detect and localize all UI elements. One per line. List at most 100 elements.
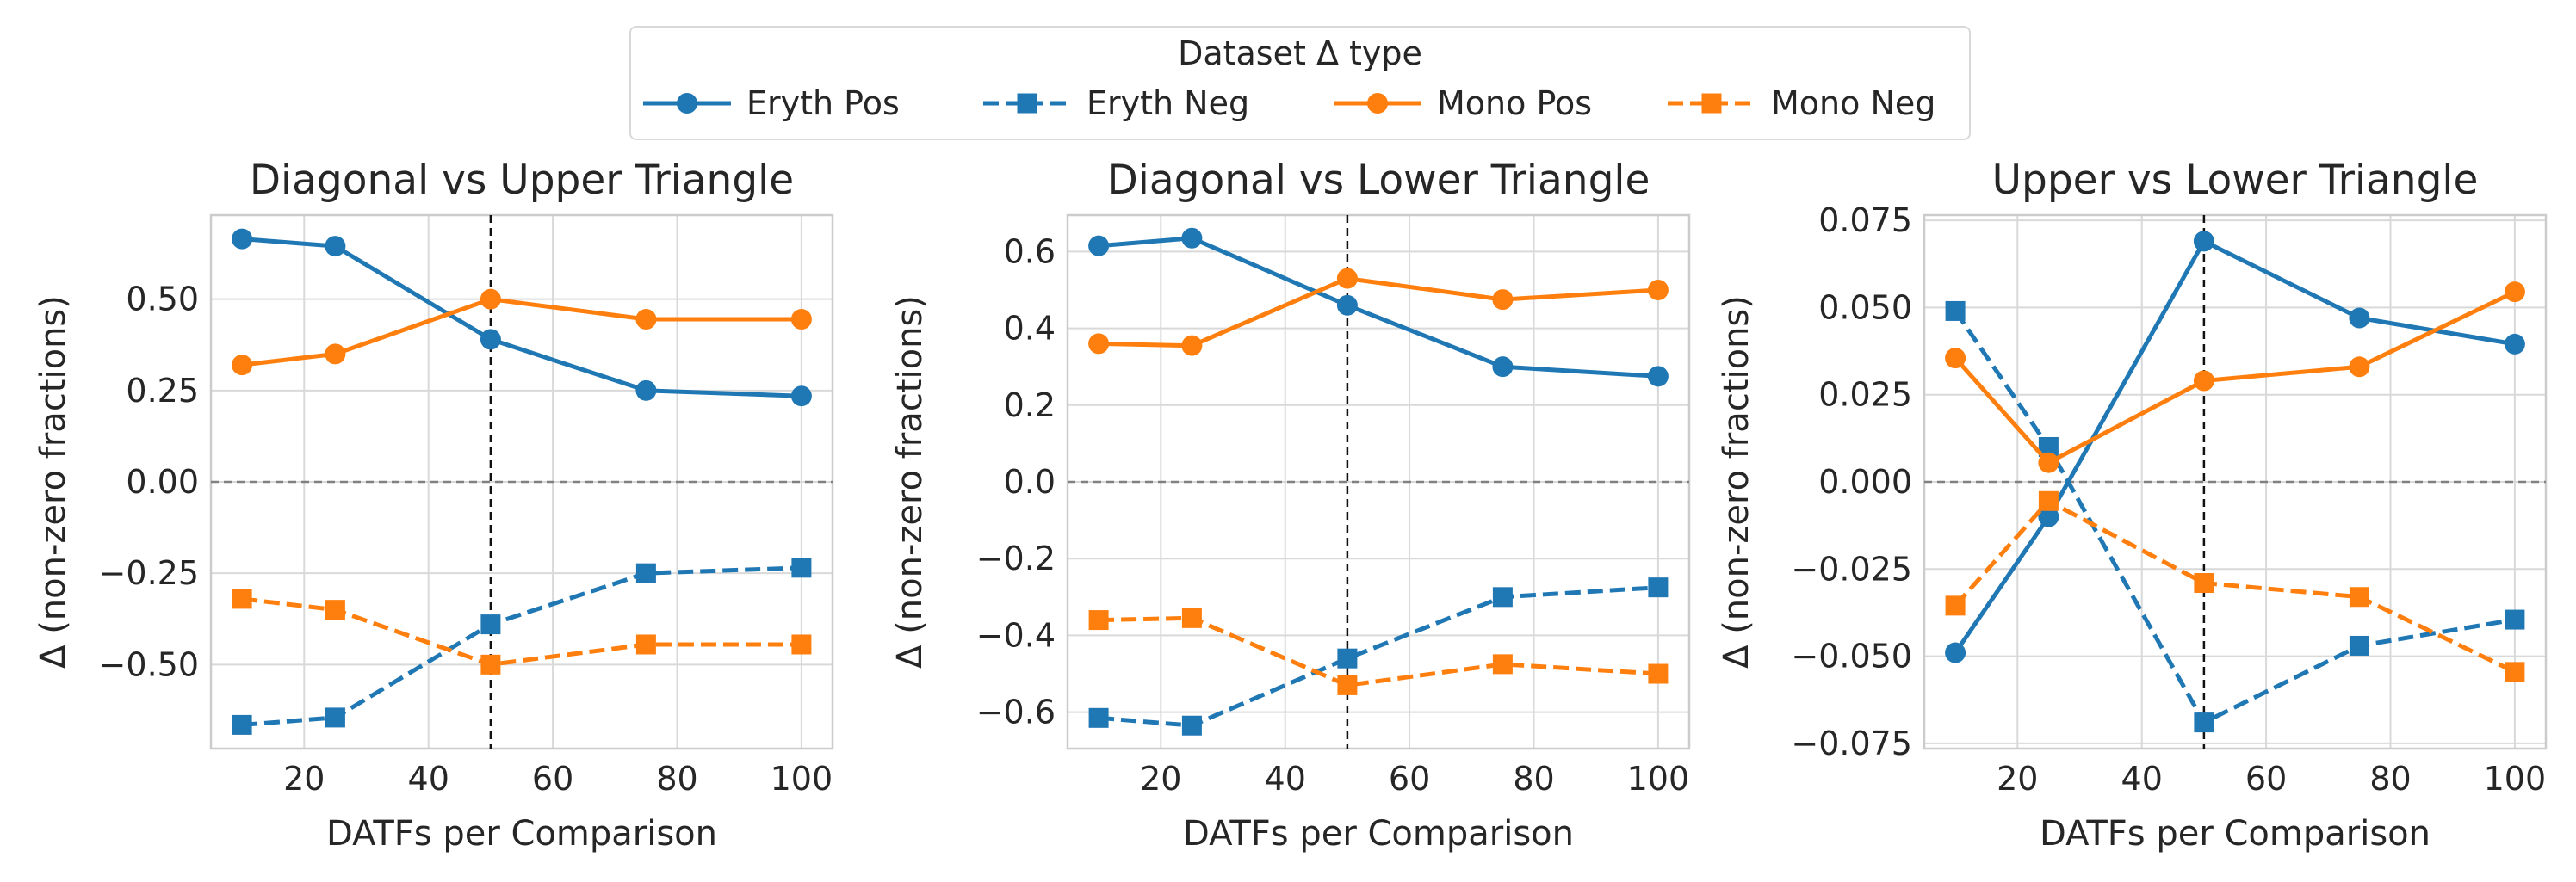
data-point-eryth-neg bbox=[2194, 712, 2214, 733]
x-tick-label: 60 bbox=[2245, 760, 2287, 798]
x-tick-label: 100 bbox=[1627, 760, 1690, 798]
y-tick-label: −0.6 bbox=[976, 694, 1056, 731]
series-line-mono-pos bbox=[1954, 289, 2516, 466]
y-tick-label: 0.6 bbox=[1004, 232, 1056, 270]
legend-label: Eryth Neg bbox=[1087, 84, 1250, 122]
x-axis-label: DATFs per Comparison bbox=[326, 814, 717, 854]
data-point-mono-neg bbox=[2038, 490, 2059, 511]
legend-label: Mono Neg bbox=[1771, 84, 1936, 122]
legend-swatch-marker bbox=[1367, 93, 1388, 114]
legend-swatch-mono-pos bbox=[1334, 93, 1421, 114]
data-point-eryth-neg bbox=[2349, 635, 2369, 656]
data-point-eryth-pos bbox=[1088, 235, 1110, 256]
chart-title: Upper vs Lower Triangle bbox=[1992, 157, 2479, 204]
x-tick-label: 60 bbox=[1389, 760, 1430, 798]
data-point-eryth-pos bbox=[1492, 356, 1514, 378]
data-point-eryth-pos bbox=[232, 228, 253, 250]
data-point-mono-neg bbox=[325, 600, 345, 620]
data-point-eryth-pos bbox=[480, 329, 501, 350]
legend-swatch-eryth-neg bbox=[983, 93, 1071, 114]
series-line-eryth-neg bbox=[241, 565, 802, 727]
data-point-mono-neg bbox=[2349, 587, 2369, 608]
series-eryth-neg bbox=[1945, 300, 2525, 733]
y-tick-label: −0.25 bbox=[99, 554, 199, 592]
x-axis-label: DATFs per Comparison bbox=[2040, 814, 2430, 854]
data-point-eryth-pos bbox=[1945, 642, 1966, 663]
legend-swatch-eryth-pos bbox=[643, 93, 731, 114]
y-tick-label: 0.2 bbox=[1004, 386, 1056, 424]
data-point-mono-pos bbox=[635, 309, 657, 330]
y-tick-label: −0.4 bbox=[976, 616, 1056, 654]
data-point-mono-pos bbox=[2504, 281, 2525, 303]
y-axis-label: Δ (non-zero fractions) bbox=[34, 295, 73, 669]
data-point-mono-pos bbox=[325, 343, 346, 365]
data-point-mono-neg bbox=[635, 634, 656, 655]
chart-title: Diagonal vs Lower Triangle bbox=[1107, 157, 1650, 204]
data-point-eryth-neg bbox=[1648, 577, 1669, 598]
series-eryth-pos bbox=[1945, 231, 2525, 663]
series-mono-pos bbox=[232, 288, 812, 376]
series-mono-pos bbox=[1945, 281, 2525, 473]
data-point-eryth-pos bbox=[790, 385, 812, 407]
y-tick-label: −0.075 bbox=[1791, 725, 1912, 762]
data-point-mono-pos bbox=[2038, 452, 2059, 473]
y-tick-label: −0.025 bbox=[1791, 550, 1912, 588]
y-axis-label: Δ (non-zero fractions) bbox=[890, 295, 930, 669]
data-point-eryth-neg bbox=[635, 563, 656, 583]
data-point-mono-pos bbox=[1088, 333, 1110, 355]
data-point-mono-neg bbox=[1945, 595, 1966, 616]
series-line-mono-neg bbox=[1099, 615, 1659, 688]
data-point-mono-pos bbox=[1945, 348, 1966, 369]
data-point-eryth-pos bbox=[1181, 227, 1203, 249]
series-mono-neg bbox=[232, 589, 812, 675]
legend-entry-eryth-neg: Eryth Neg bbox=[980, 81, 1249, 126]
y-tick-label: 0.4 bbox=[1004, 310, 1056, 348]
series-line-eryth-neg bbox=[1098, 585, 1659, 728]
data-point-eryth-pos bbox=[1336, 294, 1358, 316]
x-tick-label: 20 bbox=[283, 760, 325, 798]
data-point-eryth-neg bbox=[791, 558, 812, 578]
legend-swatch-marker bbox=[1701, 93, 1722, 114]
chart-panel-1: 20 40 60 80 100 −0.50 −0.25 0.00 0.25 0.50 Diagona… bbox=[34, 157, 834, 854]
data-point-mono-neg bbox=[2194, 573, 2214, 594]
data-point-mono-pos bbox=[480, 288, 501, 310]
y-tick-label: 0.50 bbox=[126, 281, 199, 318]
x-tick-label: 80 bbox=[2369, 760, 2411, 798]
y-tick-label: 0.000 bbox=[1818, 463, 1912, 501]
data-point-mono-neg bbox=[232, 589, 252, 609]
y-tick-label: −0.050 bbox=[1791, 638, 1912, 675]
y-tick-label: 0.00 bbox=[126, 463, 199, 501]
x-tick-label: 80 bbox=[1513, 760, 1554, 798]
data-point-mono-pos bbox=[1336, 268, 1358, 289]
data-point-eryth-neg bbox=[1181, 715, 1202, 736]
data-point-mono-pos bbox=[790, 309, 812, 330]
data-point-eryth-pos bbox=[2038, 506, 2059, 527]
y-tick-label: 0.025 bbox=[1818, 376, 1912, 414]
data-point-mono-pos bbox=[1492, 289, 1514, 311]
data-point-eryth-neg bbox=[2038, 436, 2059, 457]
data-point-mono-neg bbox=[480, 654, 501, 675]
legend-entry-mono-pos: Mono Pos bbox=[1330, 81, 1592, 126]
x-tick-label: 80 bbox=[656, 760, 697, 798]
data-point-mono-neg bbox=[1088, 610, 1109, 631]
data-point-mono-neg bbox=[2505, 662, 2525, 682]
x-tick-label: 40 bbox=[2121, 760, 2163, 798]
data-point-eryth-neg bbox=[2505, 609, 2525, 630]
data-point-eryth-neg bbox=[1337, 648, 1358, 669]
legend-swatch-marker bbox=[1017, 93, 1037, 114]
x-tick-label: 20 bbox=[1997, 760, 2038, 798]
chart-legend: Dataset Δ type Eryth Pos Eryth Neg Mono … bbox=[629, 26, 1971, 140]
x-tick-label: 100 bbox=[2484, 760, 2547, 798]
data-point-mono-neg bbox=[1492, 654, 1513, 675]
y-tick-label: −0.2 bbox=[976, 540, 1056, 577]
y-tick-label: −0.50 bbox=[99, 645, 199, 683]
series-mono-neg bbox=[1945, 490, 2525, 682]
data-point-mono-neg bbox=[1337, 675, 1358, 695]
series-eryth-neg bbox=[232, 558, 812, 735]
data-point-mono-neg bbox=[1648, 663, 1669, 684]
data-point-eryth-pos bbox=[2193, 231, 2214, 252]
data-point-eryth-pos bbox=[2504, 333, 2525, 355]
series-mono-pos bbox=[1088, 268, 1669, 356]
legend-entry-mono-neg: Mono Neg bbox=[1664, 81, 1935, 126]
data-point-eryth-pos bbox=[635, 379, 657, 401]
